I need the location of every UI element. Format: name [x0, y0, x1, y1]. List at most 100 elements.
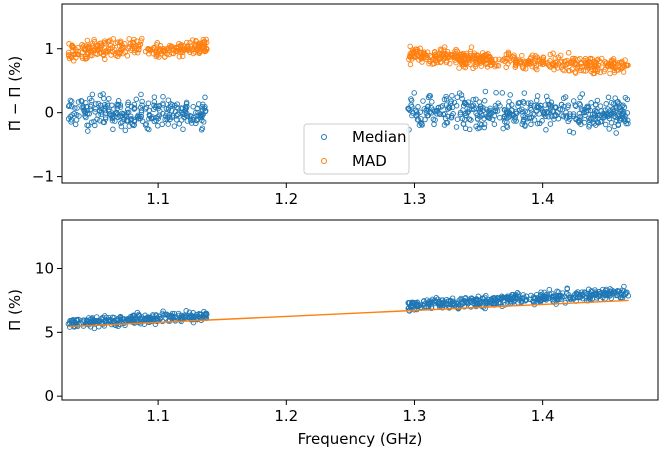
- data-point: [437, 59, 444, 66]
- data-point: [582, 112, 588, 119]
- x-tick-label: 1.4: [531, 407, 555, 425]
- data-point: [532, 53, 539, 59]
- data-point: [525, 100, 531, 106]
- data-point: [453, 304, 460, 310]
- data-point: [452, 48, 458, 55]
- data-point: [433, 107, 440, 114]
- data-point: [471, 106, 477, 112]
- data-point: [584, 57, 590, 64]
- data-point: [570, 296, 577, 302]
- data-point: [202, 94, 208, 101]
- data-point: [450, 111, 456, 117]
- data-point: [98, 49, 104, 56]
- data-point: [102, 114, 109, 121]
- data-point: [175, 310, 182, 317]
- data-point: [526, 58, 533, 65]
- data-point: [161, 47, 168, 53]
- data-point: [105, 38, 111, 45]
- data-point: [118, 120, 124, 126]
- data-point: [468, 295, 474, 302]
- data-point: [541, 110, 547, 117]
- data-point: [183, 105, 189, 112]
- data-point: [66, 102, 73, 109]
- data-point: [557, 59, 564, 65]
- data-point: [176, 121, 183, 127]
- data-point: [127, 316, 133, 323]
- data-point: [512, 114, 518, 120]
- data-point: [200, 119, 207, 125]
- data-point: [72, 105, 78, 111]
- data-point: [566, 116, 573, 122]
- data-point: [565, 50, 572, 56]
- data-point: [131, 122, 137, 129]
- data-point: [573, 116, 579, 123]
- data-point: [415, 104, 421, 110]
- data-point: [553, 104, 559, 111]
- data-point: [84, 318, 90, 324]
- data-point: [569, 55, 576, 62]
- data-point: [193, 117, 200, 124]
- data-point: [180, 110, 186, 116]
- data-point: [204, 46, 210, 52]
- data-point: [119, 110, 125, 117]
- data-point: [509, 102, 515, 108]
- x-tick-label: 1.2: [274, 407, 298, 425]
- data-point: [486, 111, 493, 118]
- data-point: [534, 120, 541, 127]
- data-point: [180, 43, 187, 49]
- data-point: [461, 99, 468, 106]
- data-point: [110, 126, 116, 133]
- data-point: [172, 48, 179, 54]
- data-point: [534, 54, 540, 61]
- data-point: [508, 299, 514, 305]
- data-point: [443, 58, 450, 64]
- data-point: [75, 99, 82, 105]
- data-point: [411, 90, 417, 96]
- data-point: [146, 116, 152, 122]
- y-tick-label: −1: [32, 168, 54, 186]
- data-point: [572, 70, 579, 76]
- data-point: [67, 97, 74, 104]
- data-point: [437, 111, 443, 118]
- data-point: [587, 296, 593, 302]
- data-point: [133, 96, 140, 103]
- data-point: [458, 297, 464, 303]
- data-point: [558, 64, 565, 70]
- data-point: [97, 117, 103, 124]
- legend-marker: [321, 134, 327, 140]
- data-point: [546, 286, 553, 293]
- data-point: [624, 117, 631, 124]
- data-point: [574, 291, 580, 298]
- data-point: [539, 118, 545, 124]
- data-point: [433, 294, 440, 301]
- data-point: [481, 98, 488, 104]
- data-point: [95, 100, 102, 107]
- data-point: [504, 124, 511, 130]
- data-point: [109, 114, 116, 120]
- data-point: [463, 112, 469, 118]
- data-point: [542, 113, 549, 120]
- data-point: [483, 292, 489, 299]
- data-point: [532, 65, 539, 71]
- data-point: [585, 65, 592, 71]
- series-median: [65, 88, 631, 136]
- data-point: [87, 103, 94, 110]
- data-point: [451, 54, 457, 60]
- data-point: [66, 41, 72, 47]
- data-point: [593, 122, 599, 128]
- data-point: [520, 99, 526, 105]
- data-point: [72, 121, 79, 128]
- data-point: [87, 95, 93, 102]
- data-point: [185, 47, 192, 53]
- data-point: [196, 310, 202, 317]
- data-point: [115, 114, 122, 120]
- data-point: [468, 44, 475, 50]
- data-point: [131, 101, 138, 108]
- data-point: [417, 109, 423, 115]
- data-point: [550, 293, 556, 299]
- data-point: [81, 42, 87, 49]
- data-point: [495, 299, 502, 306]
- data-point: [505, 60, 511, 67]
- data-point: [581, 109, 587, 116]
- data-point: [519, 106, 525, 113]
